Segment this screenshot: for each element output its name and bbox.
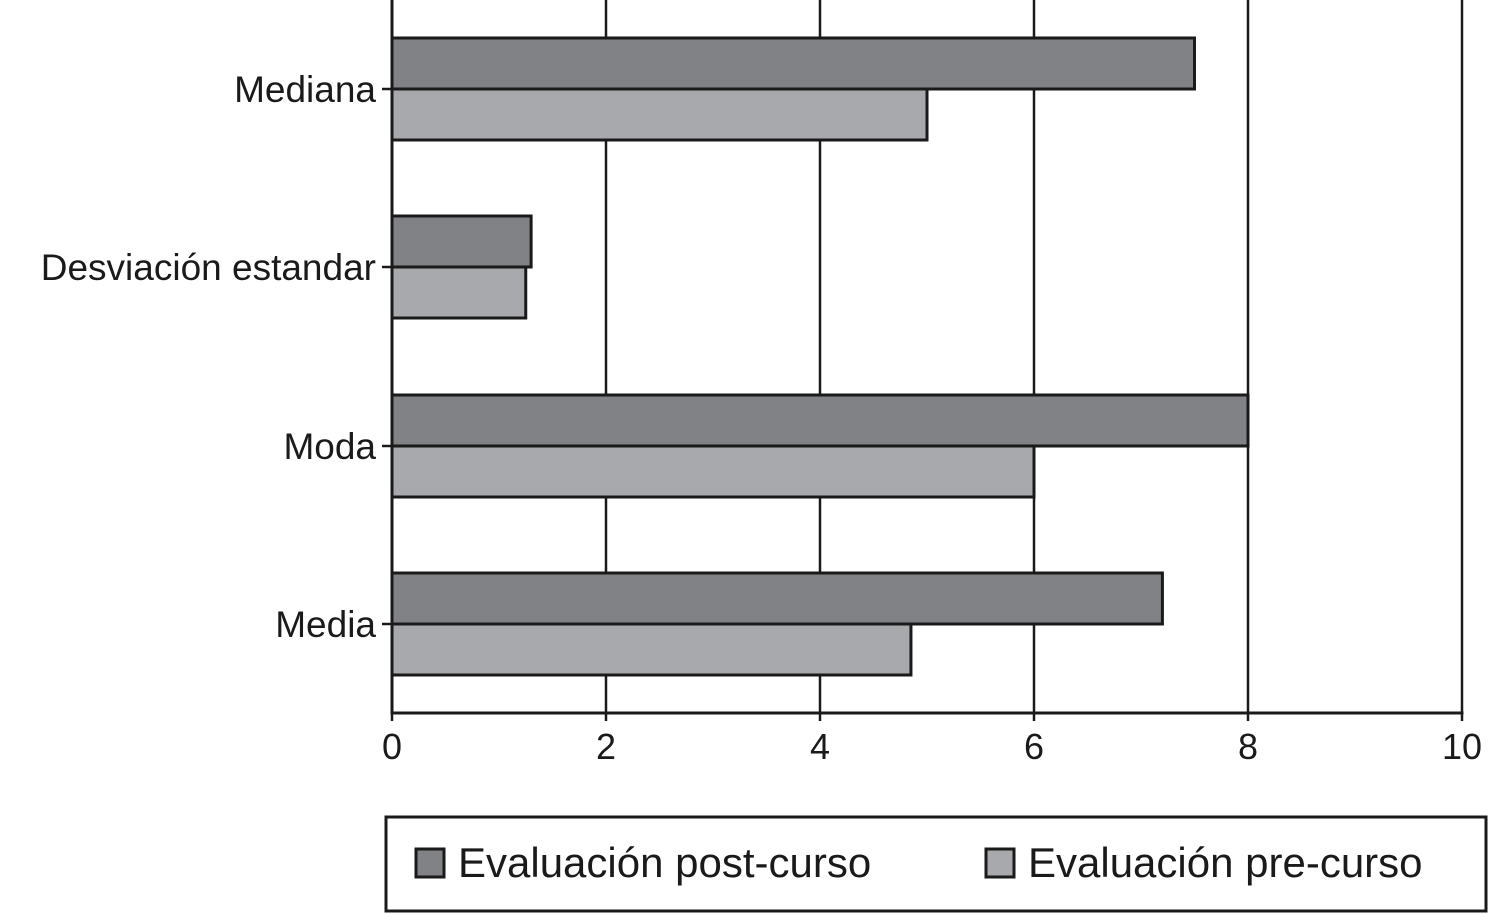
x-tick-label: 4 <box>810 726 830 767</box>
legend-swatch-pre <box>984 847 1016 879</box>
category-label: Mediana <box>234 69 376 110</box>
x-tick-label: 2 <box>596 726 616 767</box>
bar-pre-0 <box>390 87 929 142</box>
x-tick-label: 8 <box>1238 726 1258 767</box>
legend-box <box>384 815 1488 913</box>
category-label: Desviación estandar <box>41 247 376 288</box>
legend-label-post: Evaluación post-curso <box>458 839 871 886</box>
bar-post-3 <box>390 571 1164 626</box>
bar-post-2 <box>390 393 1250 448</box>
bar-pre-3 <box>390 622 913 677</box>
bar-post-0 <box>390 36 1196 91</box>
x-tick-label: 0 <box>382 726 402 767</box>
bar-pre-1 <box>390 265 528 320</box>
x-tick-label: 10 <box>1442 726 1482 767</box>
legend: Evaluación post-curso Evaluación pre-curs… <box>384 815 1488 913</box>
axis-layer: 0 2 4 6 8 10 <box>382 0 1482 767</box>
category-label: Moda <box>283 426 376 467</box>
legend-swatch-post <box>414 847 446 879</box>
legend-label-pre: Evaluación pre-curso <box>1028 839 1423 886</box>
bar-post-1 <box>390 214 533 269</box>
category-label: Media <box>275 604 376 645</box>
bar-pre-2 <box>390 444 1036 499</box>
label-layer: Mediana Desviación estandar Moda Media <box>41 69 377 645</box>
x-tick-label: 6 <box>1024 726 1044 767</box>
